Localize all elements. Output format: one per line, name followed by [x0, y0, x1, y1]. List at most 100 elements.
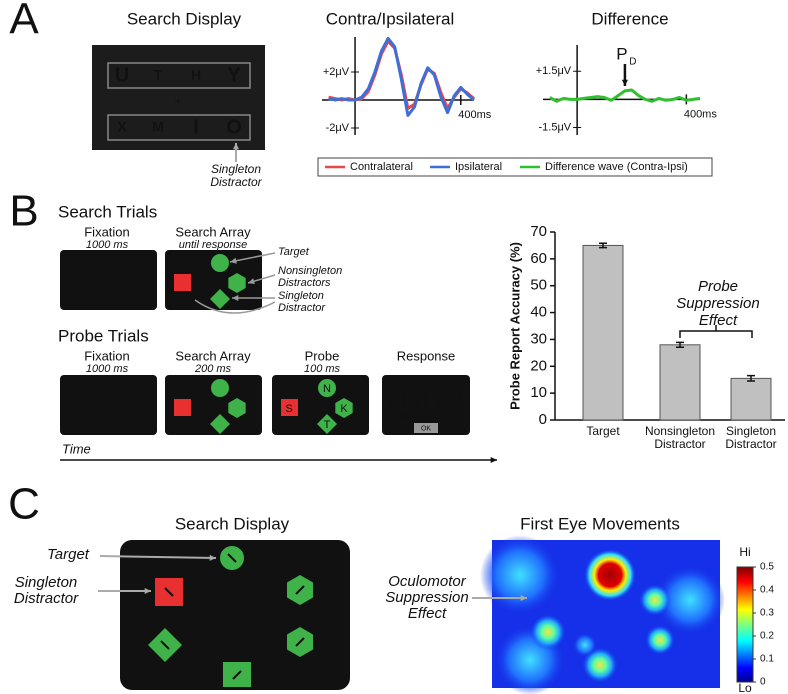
fixation-cross: +	[210, 403, 216, 414]
heat-blob	[582, 647, 618, 683]
y-tick-label: +2μV	[323, 66, 350, 78]
callout: Distractor	[210, 175, 262, 189]
bar-stim	[164, 587, 174, 597]
bar-stim	[295, 637, 305, 647]
colorbar-hi: Hi	[739, 545, 750, 559]
arrow-head	[230, 257, 237, 264]
response-letter: H	[390, 390, 396, 399]
response-letter: D	[424, 379, 430, 388]
response-letter: K	[424, 390, 430, 399]
frame-title: Fixation	[84, 224, 130, 239]
display	[165, 375, 262, 435]
arrow-head	[232, 294, 239, 302]
bar-stim	[295, 585, 305, 595]
search-letter: Y	[227, 64, 241, 86]
panel-title: Search Display	[175, 514, 290, 533]
heat-blob	[645, 625, 675, 655]
fixation-cross: +	[174, 94, 181, 108]
circle	[211, 254, 229, 272]
frame-time: 1000 ms	[86, 239, 129, 251]
panel-title: First Eye Movements	[520, 514, 680, 533]
legend-entry: Ipsilateral	[455, 161, 502, 173]
colorbar-tick-label: 0.5	[760, 562, 774, 573]
search-letter: M	[152, 119, 164, 135]
callout: Singleton	[211, 162, 261, 176]
x-tick-label: 400ms	[458, 109, 492, 121]
time-label: Time	[62, 441, 91, 456]
x-tick-label: Nonsingleton Distractor	[645, 424, 715, 451]
search-letter: H	[191, 67, 201, 83]
section-title: Search Trials	[58, 202, 157, 221]
x-tick-label: 400ms	[684, 108, 718, 120]
heat-blob	[480, 535, 560, 615]
heat-blob	[530, 614, 566, 650]
response-letter: X	[413, 412, 419, 421]
panel-label: A	[9, 0, 39, 44]
chart-title: Contra/Ipsilateral	[326, 9, 455, 28]
response-letter: Q	[412, 401, 418, 410]
y-tick-label: 10	[530, 384, 547, 401]
colorbar-tick-label: 0	[760, 677, 766, 688]
response-letter: V	[390, 412, 396, 421]
circle	[211, 379, 229, 397]
response-letter: C	[413, 379, 419, 388]
response-letter: J	[414, 390, 418, 399]
arrow-head	[490, 456, 497, 464]
annotation-sub: D	[629, 57, 636, 68]
square	[174, 399, 191, 416]
callout-curve	[194, 299, 276, 314]
display	[272, 375, 369, 435]
arrow-head	[248, 278, 255, 285]
response-letter: O	[390, 401, 396, 410]
line-series	[549, 88, 701, 103]
response-letter: B	[402, 379, 407, 388]
ok-label: OK	[421, 425, 431, 432]
bar	[659, 344, 701, 421]
response-letter: P	[402, 401, 407, 410]
colorbar-tick-label: 0.2	[760, 631, 774, 642]
panel-label: C	[8, 480, 40, 529]
response-letter: N	[458, 390, 464, 399]
square	[174, 274, 191, 291]
error-bar	[747, 374, 755, 382]
frame-time: 1000 ms	[86, 363, 129, 375]
probe-letter: N	[323, 383, 331, 395]
fixation-cross: +	[104, 275, 110, 286]
arrow-line	[229, 252, 276, 263]
diamond	[210, 414, 230, 434]
response-letter: Z	[436, 412, 441, 421]
heat-blob	[573, 633, 597, 657]
panel-title: Search Display	[127, 9, 242, 28]
bar-stim	[227, 553, 237, 563]
square	[281, 399, 298, 416]
y-tick-label: 60	[530, 250, 547, 267]
response-letter: W	[401, 412, 409, 421]
search-letter: T	[154, 67, 163, 83]
colorbar-tick-label: 0.3	[760, 608, 774, 619]
colorbar-tick-label: 0.4	[760, 585, 774, 596]
panel-label: B	[9, 187, 38, 236]
frame-time: 100 ms	[304, 363, 341, 375]
bar-stim	[232, 670, 242, 680]
callout: Singleton	[15, 574, 78, 591]
frame-title: Fixation	[84, 348, 130, 363]
bar-stim	[160, 640, 170, 650]
hexagon	[228, 273, 246, 293]
y-tick-label: 0	[539, 411, 547, 428]
callout: Distractor	[14, 590, 79, 607]
y-tick-label: 70	[530, 223, 547, 240]
response-letter: I	[403, 390, 405, 399]
frame-title: Response	[397, 348, 456, 363]
callout: Oculomotor	[388, 573, 467, 590]
heat-blob	[639, 584, 671, 616]
frame-title: Probe	[305, 348, 340, 363]
probe-letter: T	[324, 419, 331, 431]
callout: Target	[278, 246, 310, 258]
y-axis-label: Probe Report Accuracy (%)	[507, 242, 522, 410]
frame-time: until response	[179, 239, 248, 251]
hexagon	[335, 398, 353, 418]
hexagon	[228, 398, 246, 418]
response-letter: U	[458, 401, 464, 410]
search-letter: X	[117, 119, 127, 135]
line-series	[328, 36, 475, 117]
